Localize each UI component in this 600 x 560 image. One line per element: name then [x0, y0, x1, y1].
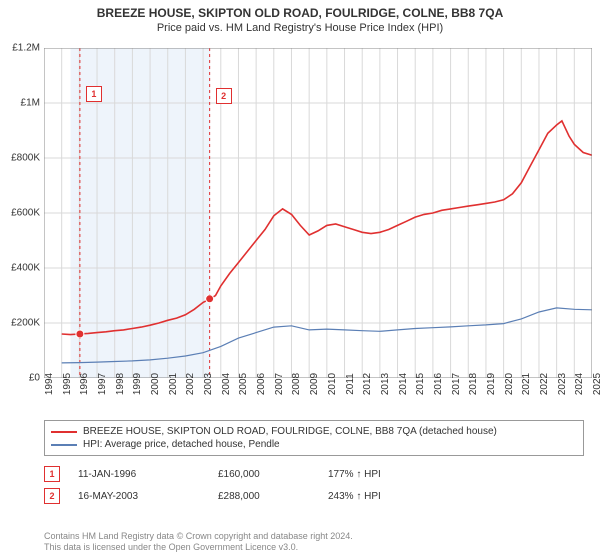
x-tick-label: 2005 — [238, 373, 249, 395]
y-tick-label: £400K — [11, 263, 40, 274]
y-tick-label: £800K — [11, 153, 40, 164]
sale-price: £288,000 — [218, 491, 328, 502]
chart-subtitle: Price paid vs. HM Land Registry's House … — [0, 20, 600, 38]
footer-line-2: This data is licensed under the Open Gov… — [44, 542, 353, 554]
y-tick-label: £1.2M — [12, 43, 40, 54]
sale-pct: 177% ↑ HPI — [328, 469, 381, 480]
x-tick-label: 1999 — [132, 373, 143, 395]
y-tick-label: £200K — [11, 318, 40, 329]
x-tick-label: 2001 — [168, 373, 179, 395]
x-tick-label: 2006 — [256, 373, 267, 395]
x-tick-label: 2023 — [557, 373, 568, 395]
legend-label: HPI: Average price, detached house, Pend… — [83, 439, 280, 450]
sale-row: 2 16-MAY-2003£288,000243% ↑ HPI — [44, 488, 381, 504]
y-tick-label: £1M — [21, 98, 40, 109]
footer-line-1: Contains HM Land Registry data © Crown c… — [44, 531, 353, 543]
sale-date: 16-MAY-2003 — [78, 491, 218, 502]
x-tick-label: 2007 — [274, 373, 285, 395]
sale-row: 1 11-JAN-1996£160,000177% ↑ HPI — [44, 466, 381, 482]
sale-row-marker: 2 — [44, 488, 60, 504]
chart-area: £0£200K£400K£600K£800K£1M£1.2M 199419951… — [44, 48, 592, 378]
x-tick-label: 2003 — [203, 373, 214, 395]
y-tick-label: £600K — [11, 208, 40, 219]
x-tick-label: 2004 — [221, 373, 232, 395]
x-tick-label: 1994 — [44, 373, 55, 395]
y-tick-label: £0 — [29, 373, 40, 384]
x-tick-label: 2015 — [415, 373, 426, 395]
sale-date: 11-JAN-1996 — [78, 469, 218, 480]
x-tick-label: 2017 — [451, 373, 462, 395]
x-tick-label: 2021 — [521, 373, 532, 395]
legend-swatch — [51, 431, 77, 433]
sale-marker-label: 1 — [86, 86, 102, 102]
footer-text: Contains HM Land Registry data © Crown c… — [44, 531, 353, 554]
x-tick-label: 1995 — [62, 373, 73, 395]
sale-row-marker: 1 — [44, 466, 60, 482]
sale-marker-label: 2 — [216, 88, 232, 104]
x-tick-label: 2002 — [185, 373, 196, 395]
x-tick-label: 1996 — [79, 373, 90, 395]
legend: BREEZE HOUSE, SKIPTON OLD ROAD, FOULRIDG… — [44, 420, 584, 456]
chart-title: BREEZE HOUSE, SKIPTON OLD ROAD, FOULRIDG… — [0, 0, 600, 20]
x-tick-label: 1997 — [97, 373, 108, 395]
x-tick-label: 2020 — [504, 373, 515, 395]
legend-item: BREEZE HOUSE, SKIPTON OLD ROAD, FOULRIDG… — [51, 425, 577, 438]
x-tick-label: 2000 — [150, 373, 161, 395]
legend-item: HPI: Average price, detached house, Pend… — [51, 438, 577, 451]
x-tick-label: 2010 — [327, 373, 338, 395]
legend-swatch — [51, 444, 77, 446]
x-tick-label: 2011 — [345, 373, 356, 395]
x-tick-label: 2009 — [309, 373, 320, 395]
x-tick-label: 2022 — [539, 373, 550, 395]
x-tick-label: 2008 — [291, 373, 302, 395]
x-tick-label: 2025 — [592, 373, 600, 395]
x-tick-label: 2018 — [468, 373, 479, 395]
sale-pct: 243% ↑ HPI — [328, 491, 381, 502]
x-tick-label: 2016 — [433, 373, 444, 395]
sale-price: £160,000 — [218, 469, 328, 480]
x-tick-label: 2019 — [486, 373, 497, 395]
legend-label: BREEZE HOUSE, SKIPTON OLD ROAD, FOULRIDG… — [83, 426, 497, 437]
chart-svg — [44, 48, 592, 378]
x-tick-label: 2024 — [574, 373, 585, 395]
x-tick-label: 2014 — [398, 373, 409, 395]
x-tick-label: 2012 — [362, 373, 373, 395]
x-tick-label: 2013 — [380, 373, 391, 395]
x-tick-label: 1998 — [115, 373, 126, 395]
